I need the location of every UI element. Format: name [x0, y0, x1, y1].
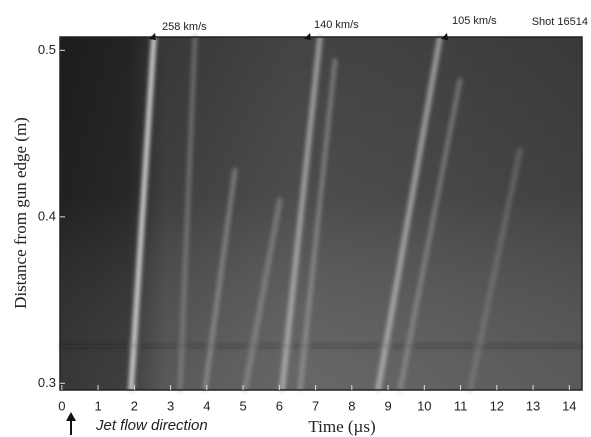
x-tick-label: 13 — [526, 398, 540, 413]
y-tick-label: 0.5 — [38, 42, 56, 57]
x-tick-label: 0 — [58, 398, 65, 413]
annotations: 258 km/s 140 km/s 105 km/s Shot 16514 Je… — [66, 15, 588, 435]
annotation: 140 km/s — [314, 19, 359, 31]
streak-image — [59, 34, 583, 393]
y-tick-label: 0.3 — [38, 375, 56, 390]
x-tick-label: 5 — [239, 398, 246, 413]
annotation: 258 km/s — [162, 21, 207, 33]
x-tick-label: 12 — [490, 398, 504, 413]
annotation: 105 km/s — [452, 15, 497, 27]
x-tick-label: 6 — [276, 398, 283, 413]
x-tick-label: 7 — [312, 398, 319, 413]
x-tick-label: 2 — [131, 398, 138, 413]
annotation: Shot 16514 — [532, 16, 588, 28]
x-tick-label: 9 — [384, 398, 391, 413]
x-tick-label: 10 — [417, 398, 431, 413]
y-axis-title: Distance from gun edge (m) — [11, 117, 30, 309]
x-tick-label: 8 — [348, 398, 355, 413]
x-axis-title: Time (µs) — [308, 417, 375, 436]
x-tick-label: 3 — [167, 398, 174, 413]
x-tick-label: 11 — [454, 398, 468, 413]
annotation: Jet flow direction — [95, 417, 208, 434]
y-tick-label: 0.4 — [38, 208, 56, 223]
x-tick-label: 4 — [203, 398, 210, 413]
arrowhead — [66, 412, 76, 421]
x-tick-label: 14 — [562, 398, 576, 413]
x-tick-label: 1 — [94, 398, 101, 413]
